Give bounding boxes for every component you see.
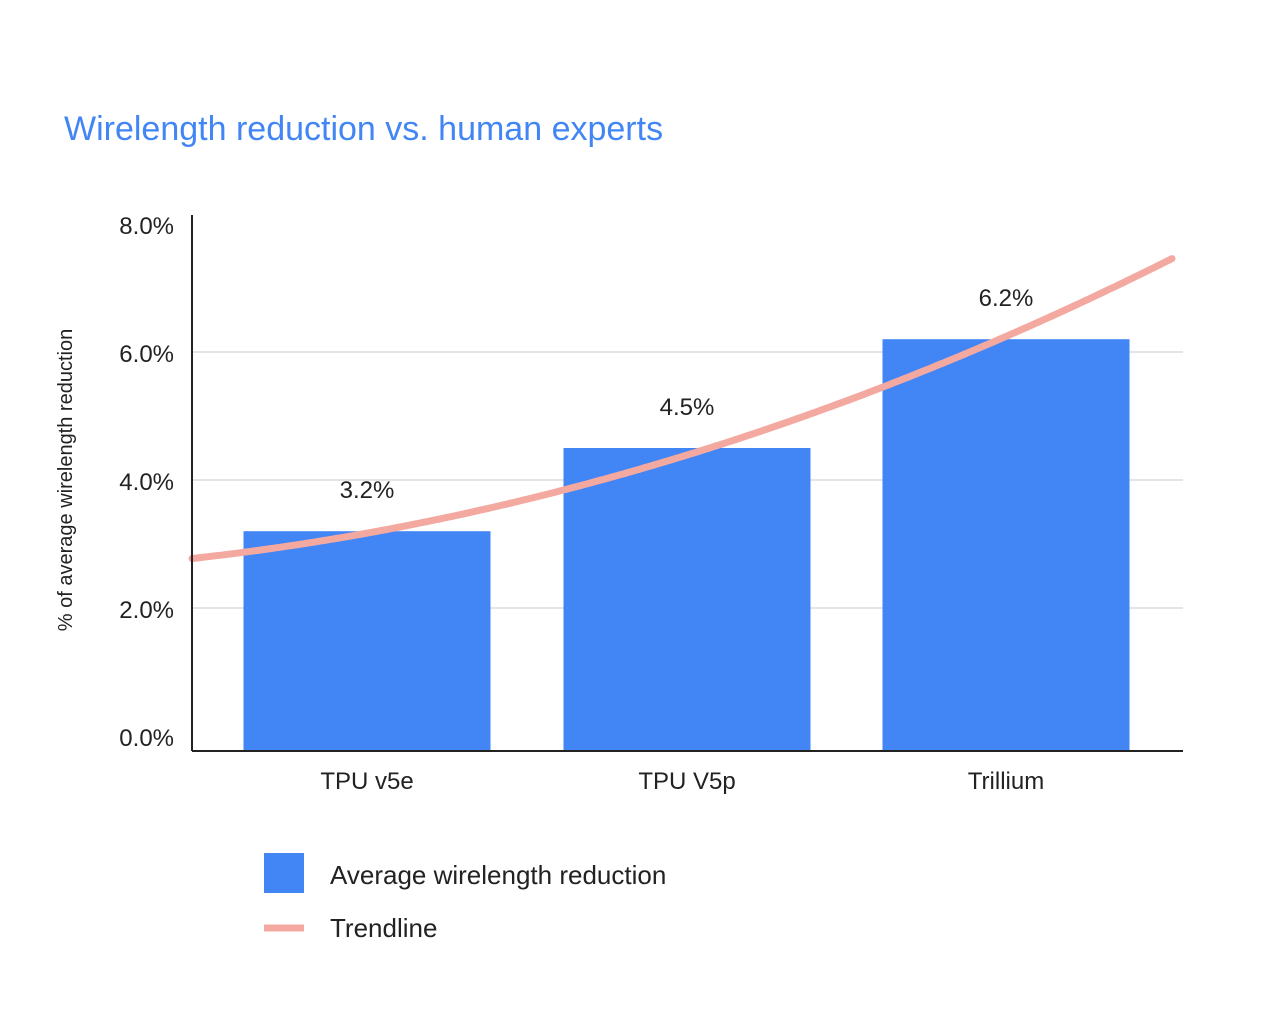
y-tick-label: 2.0%	[119, 597, 174, 624]
x-tick-label: Trillium	[968, 768, 1044, 795]
chart-title: Wirelength reduction vs. human experts	[64, 110, 663, 148]
trendline	[188, 255, 1176, 562]
legend: Average wirelength reduction Trendline	[264, 853, 666, 943]
bar	[243, 531, 491, 751]
y-tick-label: 0.0%	[119, 725, 174, 752]
y-tick-label: 4.0%	[119, 469, 174, 496]
bar	[563, 448, 811, 751]
x-tick-label: TPU v5e	[320, 768, 413, 795]
data-label: 6.2%	[979, 285, 1034, 312]
data-label: 3.2%	[340, 477, 395, 504]
legend-swatch-bars	[264, 853, 304, 893]
y-tick-label: 8.0%	[119, 213, 174, 240]
y-axis-label: % of average wirelength reduction	[55, 329, 77, 631]
legend-label-trendline: Trendline	[330, 913, 437, 943]
data-label: 4.5%	[660, 394, 715, 421]
bar	[882, 339, 1130, 751]
legend-label-bars: Average wirelength reduction	[330, 860, 666, 890]
x-tick-label: TPU V5p	[638, 768, 735, 795]
y-tick-label: 6.0%	[119, 341, 174, 368]
